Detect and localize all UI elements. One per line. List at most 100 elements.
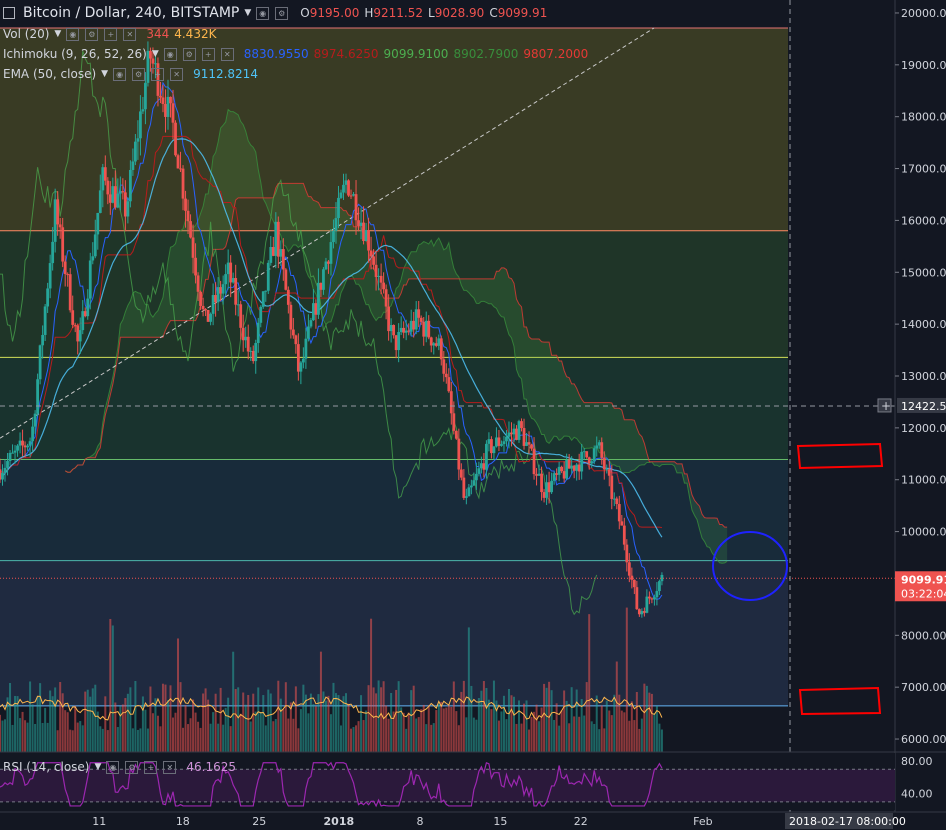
candle-body [505, 436, 508, 442]
candle-body [622, 525, 626, 545]
candle-body [522, 428, 526, 446]
plus-icon[interactable]: + [201, 47, 215, 61]
trendline[interactable] [0, 27, 655, 439]
candle-body [219, 287, 223, 294]
plus-icon-glyph[interactable]: + [881, 399, 891, 413]
volume-bar [327, 695, 330, 752]
candle-body [106, 180, 110, 195]
eye-icon[interactable]: ◉ [106, 760, 120, 774]
eye-icon[interactable]: ◉ [256, 6, 270, 20]
volume-bar [111, 625, 114, 752]
close-icon[interactable]: ✕ [220, 47, 234, 61]
last-price-label: 9099.91 [901, 573, 946, 586]
eye-icon[interactable]: ◉ [66, 27, 80, 41]
candle-body [492, 446, 496, 454]
rsi-legend[interactable]: RSI (14, close) ▼ ◉ ⚙ + ✕ 46.1625 [3, 760, 236, 774]
volume-bar [653, 713, 656, 752]
candle-body [577, 464, 581, 472]
close-icon[interactable]: ✕ [163, 760, 177, 774]
volume-bar [447, 705, 450, 752]
rsi-label[interactable]: RSI (14, close) [3, 760, 90, 774]
symbol-title[interactable]: Bitcoin / Dollar, 240, BITSTAMP [23, 5, 240, 21]
symbol-legend[interactable]: Bitcoin / Dollar, 240, BITSTAMP ▼ ◉ ⚙ O9… [3, 5, 547, 21]
chevron-down-icon[interactable]: ▼ [101, 69, 109, 79]
vol-legend[interactable]: Vol (20) ▼ ◉ ⚙ + ✕ 344 4.432K [3, 27, 216, 41]
volume-bar [262, 695, 265, 752]
candle-body [179, 168, 182, 170]
volume-bar [292, 718, 295, 752]
settings-icon[interactable]: ⚙ [182, 47, 196, 61]
candle-body [352, 194, 355, 196]
candle-body [520, 421, 523, 429]
volume-bar [440, 701, 443, 752]
ema-label[interactable]: EMA (50, close) [3, 67, 97, 81]
annotation-circle[interactable] [712, 531, 788, 601]
settings-icon[interactable]: ⚙ [132, 67, 146, 81]
time-tick-label: 2018 [324, 815, 355, 828]
candle-body [51, 241, 55, 264]
volume-bar [545, 687, 548, 752]
candle-body [587, 457, 591, 464]
candle-body [595, 445, 599, 449]
volume-bar [54, 687, 57, 752]
chevron-down-icon[interactable]: ▼ [54, 29, 62, 39]
candle-body [194, 257, 197, 276]
eye-icon[interactable]: ◉ [113, 67, 127, 81]
candle-body [367, 230, 370, 251]
ichimoku-lagging-line [0, 50, 598, 616]
volume-bar [44, 707, 47, 752]
volume-bar [560, 710, 563, 752]
close-icon[interactable]: ✕ [123, 27, 137, 41]
volume-bar [638, 728, 641, 752]
candle-body [234, 278, 238, 305]
volume-bar [347, 703, 350, 752]
symbol-square-icon[interactable] [3, 7, 15, 19]
plus-icon[interactable] [877, 398, 892, 413]
volume-bar [523, 703, 526, 752]
close-icon[interactable]: ✕ [170, 67, 184, 81]
ichimoku-label[interactable]: Ichimoku (9, 26, 52, 26) [3, 47, 147, 61]
plus-icon[interactable]: + [144, 760, 158, 774]
candle-body [319, 282, 323, 290]
candle-body [101, 167, 105, 191]
candle-body [18, 440, 22, 446]
volume-bar [445, 707, 448, 752]
chevron-down-icon[interactable]: ▼ [94, 762, 102, 772]
candle-body [512, 428, 516, 435]
volume-bar [94, 684, 97, 752]
volume-bar [272, 721, 275, 752]
chevron-down-icon[interactable]: ▼ [151, 49, 159, 59]
candle-body [314, 303, 318, 315]
ichimoku-lead2-line [64, 182, 728, 528]
annotation-box-lower[interactable] [798, 686, 882, 716]
candle-body [485, 443, 488, 470]
volume-bar [500, 711, 503, 752]
candle-body [557, 466, 561, 475]
volume-bar [345, 693, 348, 752]
candle-body [349, 195, 353, 197]
time-axis[interactable] [0, 812, 946, 830]
vol-label[interactable]: Vol (20) [3, 27, 50, 41]
volume-bar [410, 690, 413, 752]
candle-body [324, 261, 328, 270]
candle-body [118, 191, 122, 194]
settings-icon[interactable]: ⚙ [275, 6, 289, 20]
ema-legend[interactable]: EMA (50, close) ▼ ◉ ⚙ + ✕ 9112.8214 [3, 67, 258, 81]
candle-body [11, 452, 14, 454]
settings-icon[interactable]: ⚙ [125, 760, 139, 774]
candle-body [81, 311, 85, 331]
candle-body [487, 439, 491, 444]
candle-body [166, 96, 170, 117]
candle-body [462, 477, 466, 498]
eye-icon[interactable]: ◉ [163, 47, 177, 61]
ichimoku-legend[interactable]: Ichimoku (9, 26, 52, 26) ▼ ◉ ⚙ + ✕ 8830.… [3, 47, 588, 61]
candle-body [612, 498, 616, 500]
plus-icon[interactable]: + [104, 27, 118, 41]
chevron-down-icon[interactable]: ▼ [244, 8, 252, 18]
plus-icon[interactable]: + [151, 67, 165, 81]
annotation-box-upper[interactable] [796, 442, 884, 470]
candle-body [256, 322, 260, 343]
settings-icon[interactable]: ⚙ [85, 27, 99, 41]
volume-bar [487, 699, 490, 752]
